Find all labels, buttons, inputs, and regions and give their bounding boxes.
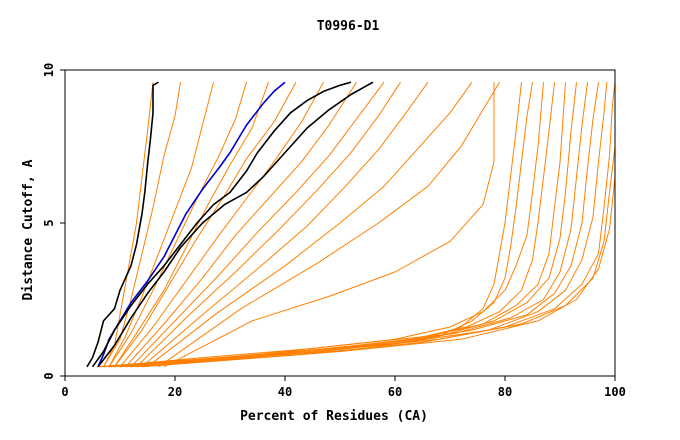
series-line-2	[91, 81, 352, 368]
series-line-25	[119, 82, 599, 368]
x-tick-label: 40	[278, 385, 292, 399]
series-line-10	[119, 81, 324, 368]
series-line-28	[136, 82, 616, 368]
series-line-29	[141, 82, 616, 368]
series-line-19	[97, 82, 533, 368]
series-line-0	[86, 81, 159, 368]
series-line-9	[114, 81, 297, 368]
x-tick-label: 20	[168, 385, 182, 399]
x-tick-label: 80	[498, 385, 512, 399]
series-line-22	[108, 82, 566, 368]
series-line-6	[108, 82, 214, 368]
x-axis-label: Percent of Residues (CA)	[240, 409, 428, 424]
series-line-7	[108, 82, 247, 368]
series-line-13	[136, 81, 401, 368]
series-line-3	[97, 81, 374, 368]
series-line-12	[130, 81, 385, 368]
series-line-16	[158, 81, 500, 368]
y-tick-label: 0	[42, 372, 56, 379]
y-axis-ticks: 0 5 10	[42, 63, 65, 380]
y-axis-label: Distance Cutoff, A	[21, 159, 36, 300]
x-tick-label: 0	[61, 385, 68, 399]
x-tick-label: 100	[604, 385, 626, 399]
series-line-15	[147, 81, 473, 368]
x-tick-label: 60	[388, 385, 402, 399]
series-line-8	[114, 82, 269, 368]
series-line-17	[163, 82, 495, 368]
chart-title: T0996-D1	[317, 19, 380, 34]
series-line-27	[130, 82, 616, 368]
series-line-4	[103, 82, 154, 368]
series-line-14	[141, 81, 429, 368]
x-axis-ticks: 0 20 40 60 80 100	[61, 376, 626, 399]
y-tick-label: 10	[42, 63, 56, 77]
y-tick-label: 5	[42, 219, 56, 226]
plot-lines	[86, 81, 616, 368]
series-line-11	[125, 81, 357, 368]
